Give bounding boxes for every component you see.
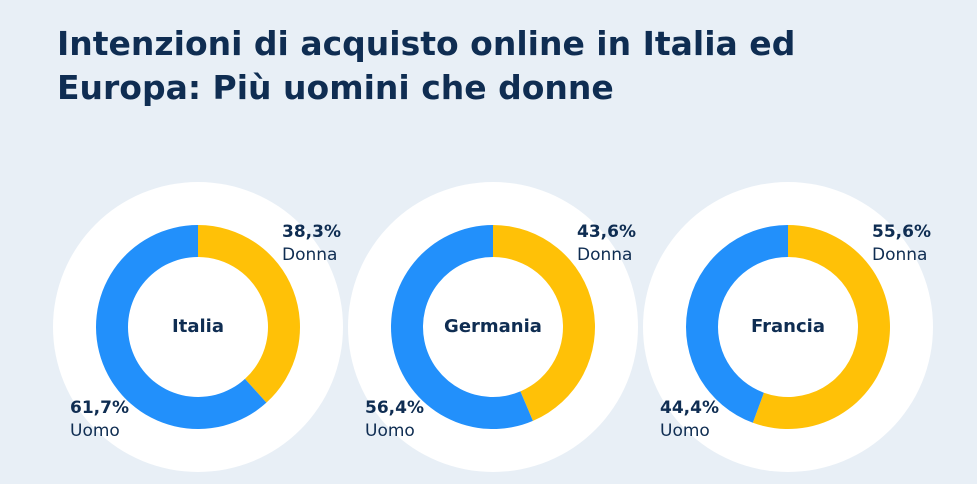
donut-center-label: Germania	[444, 316, 542, 337]
value-label: 55,6%	[872, 222, 931, 242]
category-label: Donna	[282, 245, 337, 265]
value-label: 38,3%	[282, 222, 341, 242]
value-label: 61,7%	[70, 398, 129, 418]
value-label: 43,6%	[577, 222, 636, 242]
category-label: Uomo	[70, 421, 120, 441]
backdrop-circle	[643, 182, 933, 472]
donut-segment	[685, 225, 788, 423]
backdrop-circle	[348, 182, 638, 472]
page-title: Intenzioni di acquisto online in Italia …	[57, 24, 796, 107]
backdrop-circle	[53, 182, 343, 472]
donut-segment	[752, 225, 890, 429]
donut-segment	[391, 225, 533, 429]
donut-center-label: Francia	[751, 316, 825, 337]
category-label: Uomo	[660, 421, 710, 441]
category-label: Donna	[872, 245, 927, 265]
donut-segment	[493, 225, 595, 421]
donut-center-label: Italia	[172, 316, 224, 337]
value-label: 56,4%	[365, 398, 424, 418]
category-label: Donna	[577, 245, 632, 265]
value-label: 44,4%	[660, 398, 719, 418]
donut-segment	[95, 225, 267, 430]
donut-segment	[198, 225, 300, 403]
category-label: Uomo	[365, 421, 415, 441]
